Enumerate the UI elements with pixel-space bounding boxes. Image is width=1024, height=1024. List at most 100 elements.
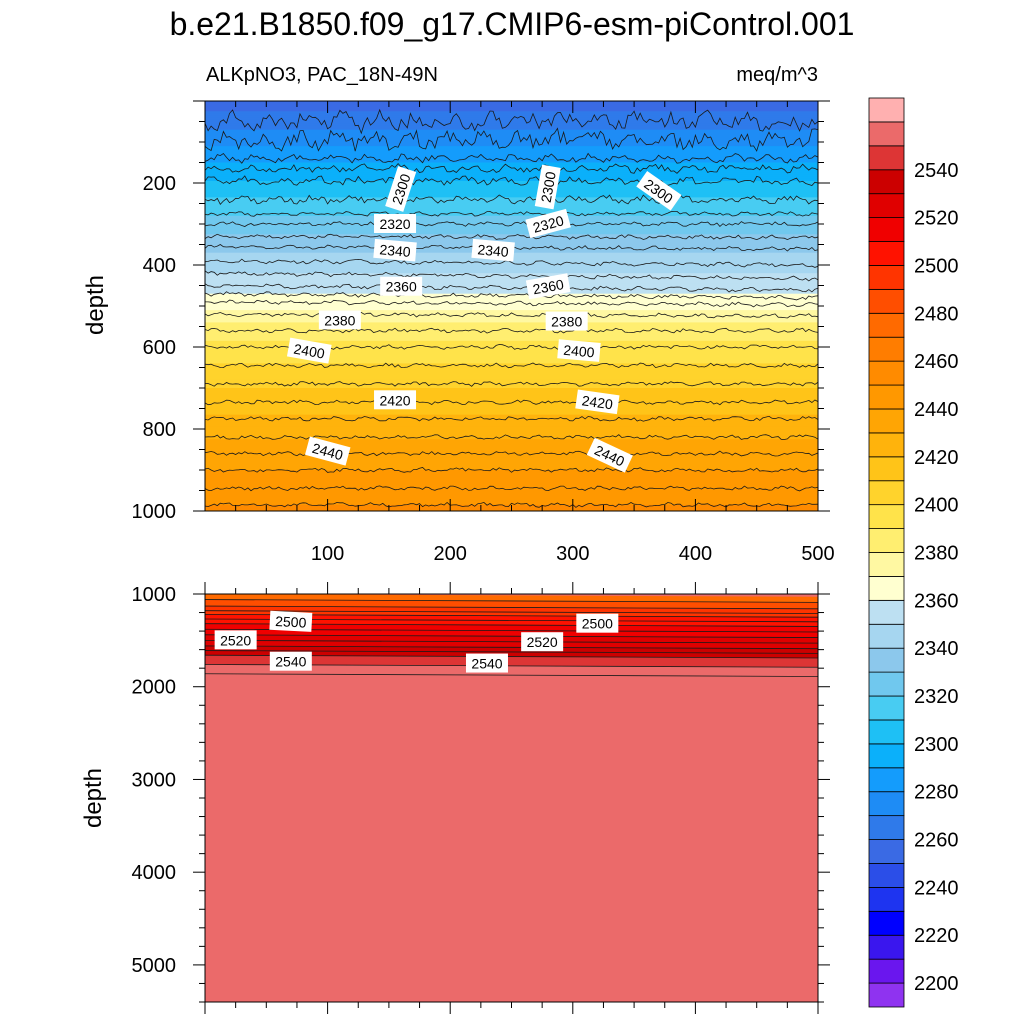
upper-color-band	[205, 431, 818, 434]
upper-color-band	[205, 191, 818, 194]
colorbar-swatch	[868, 528, 905, 553]
upper-color-band	[205, 285, 818, 289]
upper-color-band	[205, 426, 818, 430]
upper-color-band	[205, 152, 818, 155]
upper-color-band	[205, 328, 818, 332]
upper-color-band	[205, 445, 818, 449]
upper-color-band	[205, 490, 818, 494]
svg-text:2540: 2540	[471, 656, 502, 672]
lower-contour-label: 2540	[465, 653, 508, 673]
upper-color-band	[205, 228, 818, 231]
upper-x-tick-label: 200	[434, 543, 467, 565]
upper-contour-line	[205, 381, 818, 387]
upper-color-band	[205, 496, 818, 500]
lower-color-band	[205, 655, 818, 668]
upper-color-band	[205, 334, 818, 338]
upper-color-band	[205, 472, 818, 475]
upper-contour-line	[205, 233, 818, 241]
upper-color-band	[205, 160, 818, 164]
colorbar-tick-label: 2520	[914, 208, 959, 230]
upper-color-band	[205, 363, 818, 367]
upper-color-band	[205, 416, 818, 420]
upper-color-band	[205, 162, 818, 166]
upper-color-band	[205, 357, 818, 360]
upper-color-band	[205, 267, 818, 270]
upper-color-band	[205, 193, 818, 196]
upper-color-band	[205, 133, 818, 137]
upper-color-band	[205, 316, 818, 319]
colorbar-tick-label: 2440	[914, 399, 959, 421]
colorbar-tick-label: 2500	[914, 255, 959, 277]
colorbar-swatch	[868, 504, 905, 529]
upper-color-band	[205, 455, 818, 459]
upper-color-band	[205, 215, 818, 219]
svg-text:2340: 2340	[379, 241, 412, 260]
colorbar-swatch	[868, 193, 905, 219]
upper-color-band	[205, 470, 818, 473]
upper-color-band	[205, 361, 818, 364]
upper-color-band	[205, 213, 818, 217]
upper-color-band	[205, 410, 818, 414]
upper-color-band	[205, 129, 818, 133]
upper-color-band	[205, 392, 818, 395]
upper-contour-label: 2420	[575, 389, 620, 415]
lower-contour-line	[204, 639, 819, 644]
upper-color-band	[205, 433, 818, 436]
upper-contour-label: 2300	[534, 164, 561, 210]
upper-color-band	[205, 154, 818, 157]
upper-color-band	[205, 121, 818, 125]
svg-text:2400: 2400	[563, 342, 596, 361]
upper-color-band	[205, 187, 818, 190]
colorbar-swatch	[868, 288, 905, 314]
upper-contour-line	[205, 467, 818, 473]
upper-x-tick-label: 500	[801, 543, 834, 565]
upper-color-band	[205, 189, 818, 192]
upper-color-band	[205, 131, 818, 135]
upper-contour-label: 2340	[471, 238, 515, 262]
upper-color-band	[205, 303, 818, 307]
upper-color-band	[205, 439, 818, 442]
upper-contour-label: 2320	[374, 214, 417, 233]
colorbar-tick-label: 2360	[914, 590, 959, 612]
upper-color-band	[205, 295, 818, 299]
lower-color-band	[205, 664, 818, 679]
upper-contour-label: 2380	[545, 311, 588, 331]
upper-color-band	[205, 396, 818, 399]
upper-contour-line	[205, 127, 818, 152]
svg-text:2340: 2340	[477, 241, 510, 260]
upper-color-band	[205, 240, 818, 244]
upper-color-band	[205, 236, 818, 239]
upper-contour-label: 2400	[286, 337, 332, 364]
upper-color-band	[205, 443, 818, 446]
lower-contour-line	[204, 634, 819, 638]
lower-contour-line	[204, 599, 819, 603]
upper-color-band	[205, 414, 818, 418]
lower-contour-label: 2500	[269, 610, 313, 632]
lower-y-tick-label: 5000	[132, 955, 177, 977]
upper-color-band	[205, 174, 818, 178]
upper-color-band	[205, 447, 818, 451]
svg-text:2440: 2440	[310, 440, 344, 464]
upper-contour-line	[205, 283, 818, 293]
upper-color-band	[205, 168, 818, 172]
upper-color-band	[205, 209, 818, 213]
upper-color-band	[205, 275, 818, 278]
lower-color-band	[205, 606, 818, 618]
upper-contour-line	[205, 327, 818, 334]
upper-color-band	[205, 324, 818, 328]
svg-text:2360: 2360	[386, 279, 417, 295]
upper-color-band	[205, 326, 818, 330]
svg-text:2380: 2380	[324, 312, 355, 328]
lower-y-tick-label: 4000	[132, 862, 177, 884]
colorbar-tick-label: 2420	[914, 447, 959, 469]
upper-x-tick-label: 400	[679, 543, 712, 565]
upper-color-band	[205, 408, 818, 412]
upper-y-tick-label: 600	[143, 337, 176, 359]
upper-color-band	[205, 385, 818, 389]
colorbar-tick-label: 2240	[914, 877, 959, 899]
upper-color-band	[205, 185, 818, 188]
lower-contour-label: 2500	[576, 613, 619, 633]
colorbar-tick-label: 2400	[914, 495, 959, 517]
upper-color-band	[205, 281, 818, 285]
upper-color-band	[205, 488, 818, 492]
